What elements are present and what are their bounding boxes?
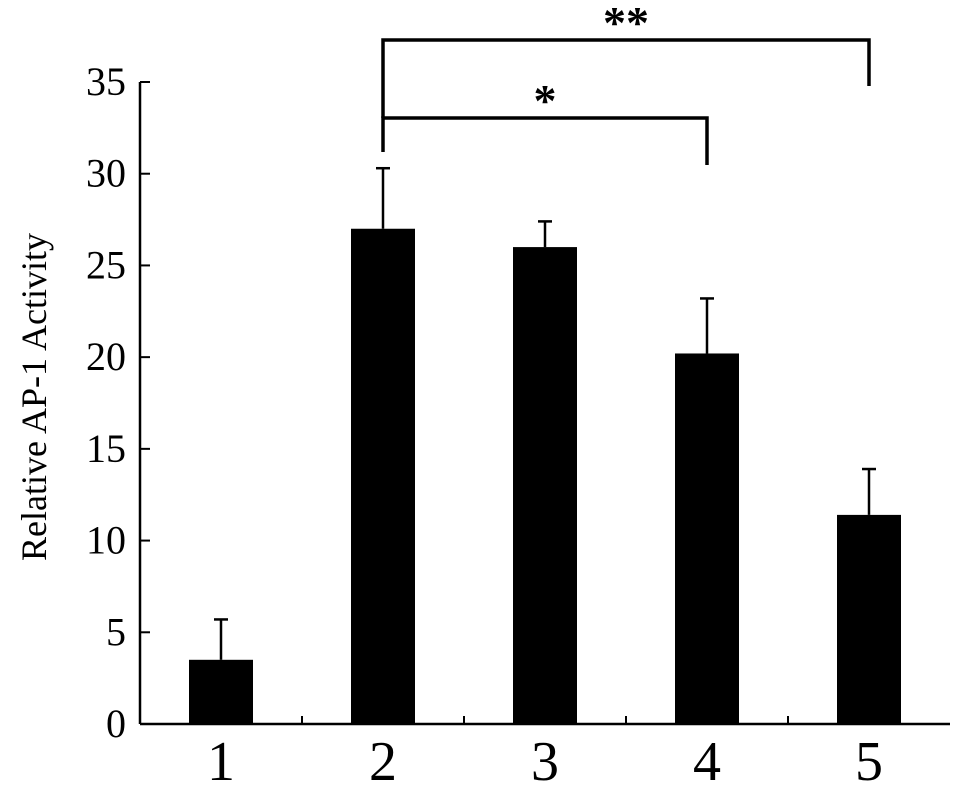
bar-3 bbox=[513, 247, 577, 725]
significance-marker: * bbox=[534, 75, 557, 126]
bar-2 bbox=[351, 228, 415, 724]
y-tick-label: 0 bbox=[106, 701, 126, 746]
bar-1 bbox=[189, 659, 253, 724]
x-tick-label: 1 bbox=[207, 731, 235, 791]
y-tick-label: 25 bbox=[86, 242, 126, 287]
bar-5 bbox=[837, 514, 901, 724]
y-axis-label: Relative AP-1 Activity bbox=[14, 233, 54, 561]
x-tick-label: 3 bbox=[531, 731, 559, 791]
y-tick-label: 5 bbox=[106, 609, 126, 654]
bar-4 bbox=[675, 353, 739, 724]
y-tick-label: 15 bbox=[86, 426, 126, 471]
x-tick-label: 4 bbox=[693, 731, 721, 791]
significance-bracket bbox=[381, 116, 709, 165]
y-tick-label: 20 bbox=[86, 334, 126, 379]
x-tick-label: 2 bbox=[369, 731, 397, 791]
y-tick-label: 10 bbox=[86, 518, 126, 563]
x-tick-label: 5 bbox=[855, 731, 883, 791]
significance-bracket bbox=[381, 38, 871, 118]
significance-marker: ** bbox=[603, 0, 649, 48]
y-tick-label: 35 bbox=[86, 59, 126, 104]
y-tick-label: 30 bbox=[86, 151, 126, 196]
